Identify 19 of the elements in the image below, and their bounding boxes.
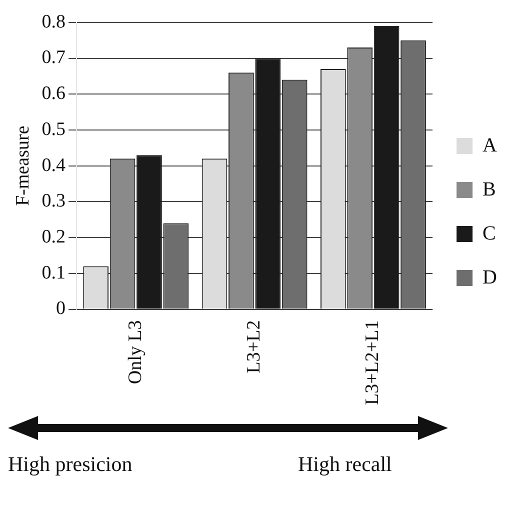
legend-label: A (482, 134, 498, 156)
x-tick-label: L3+L2 (244, 320, 265, 374)
text: High recall (298, 452, 392, 477)
y-tick-label: 0.2 (42, 226, 66, 248)
y-axis-title: F-measure (12, 126, 34, 206)
y-tick-label: 0 (56, 298, 66, 320)
text: High presicion (8, 452, 132, 477)
y-tick-label: 0.5 (42, 118, 66, 140)
x-tick-label: Only L3 (124, 320, 146, 384)
y-tick-label: 0.6 (42, 83, 66, 104)
y-tick-label: 0.3 (42, 190, 66, 212)
y-tick-label: 0.8 (42, 11, 66, 32)
y-tick-label: 0.7 (42, 47, 66, 68)
legend-label: C (482, 222, 496, 244)
x-tick-label: L3+L2+L1 (362, 320, 384, 405)
y-tick-label: 0.1 (42, 262, 66, 284)
y-tick-label: 0.4 (42, 154, 66, 176)
legend-label: B (482, 178, 496, 200)
legend-label: D (482, 266, 498, 288)
